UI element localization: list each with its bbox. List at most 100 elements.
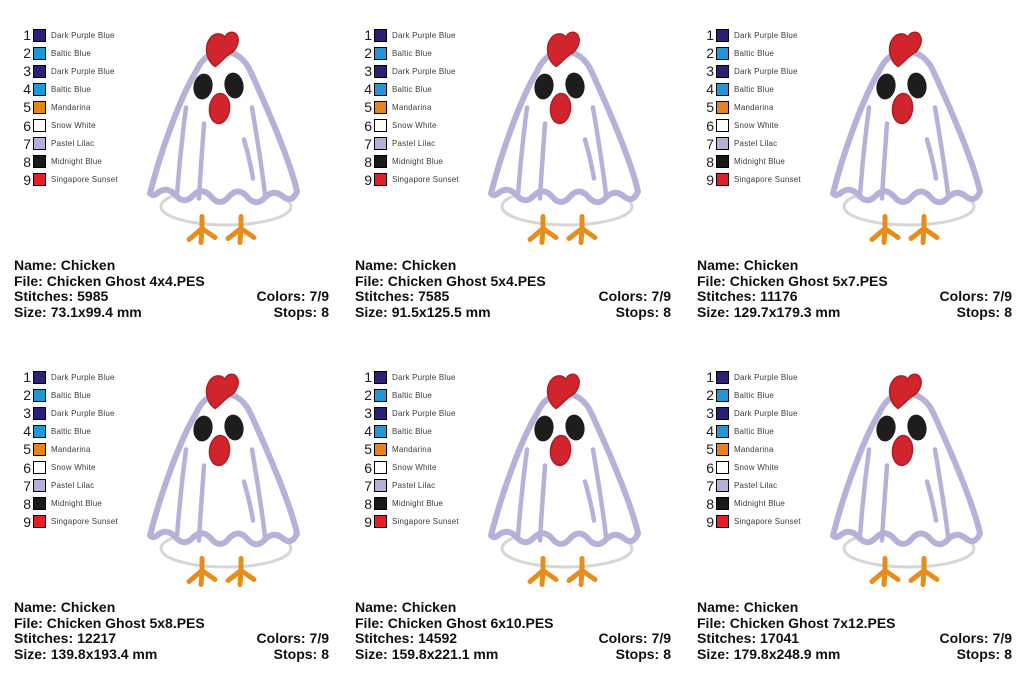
design-stops: 8 <box>1004 646 1012 663</box>
legend-row: 6 Snow White <box>20 458 118 476</box>
color-swatch <box>716 28 729 42</box>
wattle <box>208 92 231 125</box>
legend-number: 1 <box>23 369 31 386</box>
color-swatch <box>33 388 46 402</box>
legend-number: 3 <box>23 405 31 422</box>
chicken-ghost-artwork <box>488 31 641 245</box>
right-foot <box>908 214 940 245</box>
legend-color-name: Dark Purple Blue <box>734 372 798 382</box>
legend-color-name: Mandarina <box>392 102 432 112</box>
color-swatch <box>374 515 387 529</box>
color-swatch <box>716 515 729 529</box>
legend-color-name: Snow White <box>392 121 437 131</box>
colors-label: Colors: <box>939 288 989 305</box>
design-colors: 7/9 <box>309 630 329 647</box>
color-swatch <box>716 82 729 96</box>
legend-row: 2 Baltic Blue <box>361 44 459 62</box>
legend-row: 1 Dark Purple Blue <box>20 368 118 386</box>
color-swatch <box>374 100 387 114</box>
color-swatch <box>716 64 729 78</box>
meta-file-line: File: Chicken Ghost 5x8.PES <box>14 615 329 632</box>
meta-size-line: Size: 129.7x179.3 mm Stops: 8 <box>697 304 1012 321</box>
legend-row: 4 Baltic Blue <box>703 422 801 440</box>
sheet-fold-lines <box>857 447 951 543</box>
chicken-ghost-artwork <box>830 373 983 587</box>
design-name: Chicken <box>401 599 457 615</box>
color-swatch <box>716 388 729 402</box>
legend-number: 5 <box>706 99 714 116</box>
stitches-label: Stitches: <box>14 630 74 647</box>
legend-number: 1 <box>364 27 372 44</box>
size-label: Size: <box>14 304 47 321</box>
right-eye <box>565 414 585 441</box>
legend-color-name: Baltic Blue <box>734 48 774 58</box>
color-swatch <box>374 388 387 402</box>
left-eye <box>193 415 213 442</box>
legend-row: 6 Snow White <box>20 116 118 134</box>
meta-name-line: Name: Chicken <box>697 257 1012 274</box>
legend-number: 3 <box>706 405 714 422</box>
legend-row: 9 Singapore Sunset <box>20 513 118 531</box>
legend-number: 7 <box>23 135 31 152</box>
color-swatch <box>33 155 46 169</box>
meta-size-line: Size: 159.8x221.1 mm Stops: 8 <box>355 646 671 663</box>
chicken-feet <box>527 556 598 587</box>
thread-color-legend: 1 Dark Purple Blue 2 Baltic Blue 3 Dark … <box>20 26 118 189</box>
chicken-feet <box>869 214 940 245</box>
stitches-group: Stitches: 7585 <box>355 289 449 305</box>
colors-label: Colors: <box>598 288 648 305</box>
legend-number: 8 <box>23 153 31 170</box>
right-eye <box>224 414 244 441</box>
right-foot <box>225 556 257 587</box>
legend-color-name: Baltic Blue <box>392 84 432 94</box>
design-panel: 1 Dark Purple Blue 2 Baltic Blue 3 Dark … <box>341 0 683 342</box>
color-swatch <box>716 173 729 187</box>
name-label: Name: <box>355 257 398 273</box>
left-foot <box>186 556 218 587</box>
chicken-ghost-artwork <box>147 31 300 245</box>
sheet-fold-lines <box>174 105 268 201</box>
legend-row: 1 Dark Purple Blue <box>361 26 459 44</box>
legend-color-name: Dark Purple Blue <box>392 66 456 76</box>
legend-number: 6 <box>706 459 714 476</box>
ghost-sheet <box>147 48 300 206</box>
legend-number: 5 <box>23 99 31 116</box>
chicken-ghost-artwork <box>830 31 983 245</box>
stitches-label: Stitches: <box>355 288 415 305</box>
colors-group: Colors: 7/9 <box>599 631 671 647</box>
chicken-feet <box>869 556 940 587</box>
design-meta: Name: Chicken File: Chicken Ghost 6x10.PES… <box>355 599 671 663</box>
wattle <box>208 434 231 467</box>
design-stitches: 5985 <box>77 288 109 305</box>
design-size: 73.1x99.4 mm <box>50 304 142 321</box>
design-panel: 1 Dark Purple Blue 2 Baltic Blue 3 Dark … <box>683 342 1024 685</box>
stitches-group: Stitches: 12217 <box>14 631 116 647</box>
legend-number: 6 <box>23 117 31 134</box>
color-swatch <box>33 173 46 187</box>
left-eye <box>876 73 896 100</box>
design-panel: 1 Dark Purple Blue 2 Baltic Blue 3 Dark … <box>0 342 341 685</box>
legend-row: 4 Baltic Blue <box>361 422 459 440</box>
stops-label: Stops: <box>956 646 1001 663</box>
legend-row: 9 Singapore Sunset <box>703 171 801 189</box>
sheet-fold-lines <box>515 105 609 201</box>
legend-color-name: Singapore Sunset <box>734 517 801 527</box>
legend-color-name: Midnight Blue <box>392 157 444 167</box>
design-name: Chicken <box>60 257 116 273</box>
legend-number: 2 <box>706 45 714 62</box>
meta-name-line: Name: Chicken <box>355 257 671 274</box>
design-colors: 7/9 <box>992 288 1012 305</box>
legend-number: 1 <box>706 369 714 386</box>
color-swatch <box>716 461 729 475</box>
design-stops: 8 <box>1004 304 1012 321</box>
right-eye <box>224 72 244 99</box>
legend-row: 3 Dark Purple Blue <box>703 404 801 422</box>
legend-color-name: Snow White <box>51 121 96 131</box>
legend-row: 6 Snow White <box>361 458 459 476</box>
stops-group: Stops: 8 <box>274 646 329 663</box>
legend-color-name: Snow White <box>51 463 96 473</box>
design-stops: 8 <box>663 646 671 663</box>
design-stitches: 17041 <box>760 630 800 647</box>
stops-group: Stops: 8 <box>274 304 329 321</box>
design-stitches: 14592 <box>418 630 458 647</box>
